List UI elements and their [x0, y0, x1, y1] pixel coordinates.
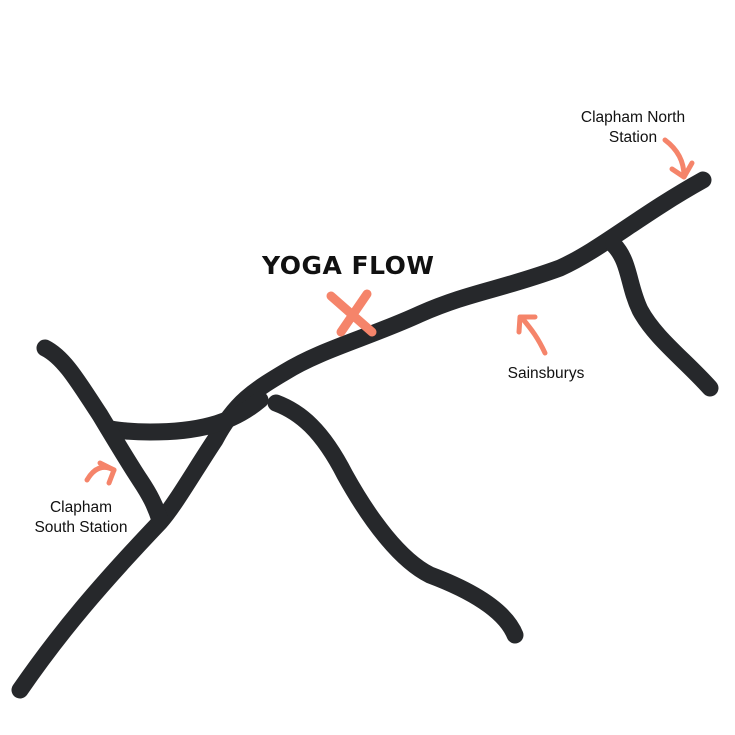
arrow-head-icon [516, 314, 538, 335]
arrow-icon-clapham-south [84, 460, 117, 486]
arrow-icon-clapham-north [662, 137, 695, 180]
clapham-north-label-line-2: Station [608, 129, 658, 146]
arrow-head-icon [97, 460, 117, 486]
clapham-north-label-line-1: Clapham North [580, 109, 686, 126]
yoga-flow-title: YOGA FLOW [262, 251, 435, 280]
x-mark-icon [326, 289, 377, 337]
road-network [11, 171, 719, 699]
clapham-south-label-line-2: South Station [34, 519, 128, 536]
clapham-south-label-line-1: Clapham [49, 499, 113, 516]
south-branch-road [267, 394, 524, 644]
arrow-icon-sainsburys [516, 314, 548, 356]
west-road [36, 339, 169, 529]
clapham-south-station-label: Clapham South Station [24, 498, 138, 538]
arrow-head-icon [669, 160, 695, 180]
sainsburys-label: Sainsburys [507, 365, 585, 382]
arrow-icon [519, 315, 548, 356]
north-branch-road [605, 236, 719, 397]
main-road [11, 171, 712, 699]
clapham-north-station-label: Clapham North Station [574, 108, 692, 148]
x-mark-stroke-b [336, 289, 372, 337]
